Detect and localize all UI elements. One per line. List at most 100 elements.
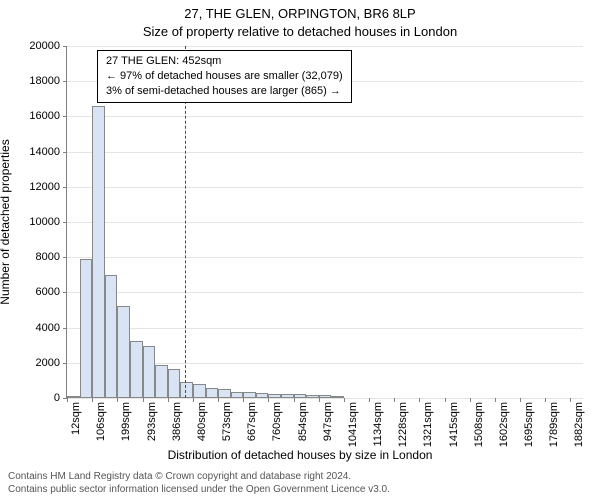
histogram-bar bbox=[256, 393, 268, 398]
x-tick-label: 1695sqm bbox=[523, 402, 535, 447]
chart-title-subtitle: Size of property relative to detached ho… bbox=[0, 24, 600, 39]
x-tick-mark bbox=[243, 398, 244, 402]
gridline bbox=[67, 328, 583, 329]
y-tick-mark bbox=[63, 152, 67, 153]
gridline bbox=[67, 292, 583, 293]
x-tick-label: 854sqm bbox=[297, 402, 309, 441]
histogram-bar bbox=[294, 394, 307, 398]
x-tick-mark bbox=[143, 398, 144, 402]
histogram-bar bbox=[155, 365, 167, 398]
y-tick-mark bbox=[63, 328, 67, 329]
annotation-line: 3% of semi-detached houses are larger (8… bbox=[106, 84, 343, 99]
x-tick-label: 386sqm bbox=[171, 402, 183, 441]
x-tick-mark bbox=[193, 398, 194, 402]
y-tick-label: 2000 bbox=[4, 357, 60, 369]
gridline bbox=[67, 116, 583, 117]
x-tick-label: 12sqm bbox=[70, 402, 82, 435]
y-tick-label: 16000 bbox=[4, 110, 60, 122]
histogram-bar bbox=[331, 396, 344, 398]
x-tick-label: 573sqm bbox=[221, 402, 233, 441]
x-tick-label: 1789sqm bbox=[548, 402, 560, 447]
x-tick-mark bbox=[570, 398, 571, 402]
histogram-bar bbox=[193, 384, 206, 398]
x-tick-mark bbox=[117, 398, 118, 402]
y-tick-label: 4000 bbox=[4, 322, 60, 334]
histogram-bar bbox=[281, 394, 294, 398]
histogram-bar bbox=[206, 388, 218, 398]
x-tick-mark bbox=[419, 398, 420, 402]
y-tick-label: 10000 bbox=[4, 216, 60, 228]
annotation-line: 27 THE GLEN: 452sqm bbox=[106, 54, 343, 69]
histogram-bar bbox=[218, 389, 231, 398]
x-tick-label: 1508sqm bbox=[473, 402, 485, 447]
histogram-bar bbox=[80, 259, 93, 398]
histogram-bar bbox=[306, 395, 318, 398]
x-tick-mark bbox=[67, 398, 68, 402]
x-tick-label: 1041sqm bbox=[347, 402, 359, 447]
histogram-bar bbox=[143, 346, 156, 398]
y-tick-mark bbox=[63, 363, 67, 364]
x-tick-mark bbox=[470, 398, 471, 402]
histogram-bar bbox=[319, 395, 332, 398]
gridline bbox=[67, 398, 583, 399]
x-tick-mark bbox=[369, 398, 370, 402]
x-tick-label: 199sqm bbox=[120, 402, 132, 441]
y-tick-label: 20000 bbox=[4, 40, 60, 52]
x-tick-label: 1882sqm bbox=[573, 402, 585, 447]
histogram-bar bbox=[130, 341, 143, 398]
x-tick-label: 293sqm bbox=[146, 402, 158, 441]
y-tick-label: 18000 bbox=[4, 75, 60, 87]
annotation-box: 27 THE GLEN: 452sqm← 97% of detached hou… bbox=[97, 50, 352, 103]
x-tick-mark bbox=[445, 398, 446, 402]
y-tick-label: 8000 bbox=[4, 251, 60, 263]
y-tick-mark bbox=[63, 46, 67, 47]
x-tick-mark bbox=[344, 398, 345, 402]
credit-text: Contains HM Land Registry data © Crown c… bbox=[8, 471, 390, 496]
gridline bbox=[67, 187, 583, 188]
x-tick-label: 760sqm bbox=[271, 402, 283, 441]
y-tick-label: 12000 bbox=[4, 181, 60, 193]
histogram-bar bbox=[231, 392, 244, 398]
gridline bbox=[67, 222, 583, 223]
x-tick-mark bbox=[495, 398, 496, 402]
x-tick-label: 1602sqm bbox=[498, 402, 510, 447]
x-tick-mark bbox=[394, 398, 395, 402]
y-tick-mark bbox=[63, 257, 67, 258]
x-tick-label: 1134sqm bbox=[372, 402, 384, 446]
x-axis-label: Distribution of detached houses by size … bbox=[0, 448, 600, 462]
chart-title-address: 27, THE GLEN, ORPINGTON, BR6 8LP bbox=[0, 6, 600, 21]
x-tick-mark bbox=[92, 398, 93, 402]
y-tick-label: 14000 bbox=[4, 146, 60, 158]
y-tick-label: 6000 bbox=[4, 286, 60, 298]
x-tick-label: 947sqm bbox=[322, 402, 334, 441]
gridline bbox=[67, 46, 583, 47]
y-tick-label: 0 bbox=[4, 392, 60, 404]
x-tick-label: 480sqm bbox=[196, 402, 208, 441]
x-tick-mark bbox=[168, 398, 169, 402]
histogram-bar bbox=[180, 382, 193, 398]
y-tick-mark bbox=[63, 116, 67, 117]
x-tick-label: 1321sqm bbox=[422, 402, 434, 447]
histogram-bar bbox=[117, 306, 130, 398]
gridline bbox=[67, 257, 583, 258]
histogram-bar bbox=[268, 394, 281, 398]
x-tick-label: 1228sqm bbox=[397, 402, 409, 447]
y-tick-mark bbox=[63, 187, 67, 188]
x-tick-mark bbox=[268, 398, 269, 402]
x-tick-mark bbox=[319, 398, 320, 402]
histogram-bar bbox=[67, 396, 80, 398]
gridline bbox=[67, 152, 583, 153]
histogram-bar bbox=[105, 275, 117, 398]
histogram-bar bbox=[92, 106, 105, 398]
x-tick-mark bbox=[545, 398, 546, 402]
x-tick-label: 106sqm bbox=[95, 402, 107, 441]
y-tick-mark bbox=[63, 81, 67, 82]
x-tick-label: 1415sqm bbox=[448, 402, 460, 447]
x-tick-label: 667sqm bbox=[246, 402, 258, 441]
y-tick-mark bbox=[63, 292, 67, 293]
x-tick-mark bbox=[218, 398, 219, 402]
x-tick-mark bbox=[294, 398, 295, 402]
annotation-line: ← 97% of detached houses are smaller (32… bbox=[106, 69, 343, 84]
chart-plot-area: 27 THE GLEN: 452sqm← 97% of detached hou… bbox=[66, 46, 583, 399]
histogram-bar bbox=[168, 369, 181, 398]
